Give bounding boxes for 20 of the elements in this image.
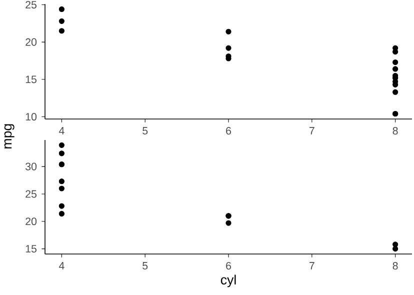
x-tick-label: 8 <box>392 262 398 270</box>
x-tick-label: 8 <box>392 127 398 135</box>
x-tick-label: 5 <box>142 127 148 134</box>
y-tick-label: 25 <box>26 190 37 198</box>
y-tick-label: 15 <box>26 76 37 84</box>
y-tick-label: 20 <box>26 218 37 226</box>
x-tick-label: 6 <box>226 262 231 270</box>
y-tick-label: 25 <box>26 0 37 9</box>
x-tick-label: 6 <box>226 127 231 135</box>
x-tick-label: 5 <box>142 262 148 270</box>
y-tick-label: 20 <box>26 38 37 46</box>
x-axis-title: cyl <box>220 274 236 288</box>
y-axis-title: mpg <box>4 124 14 148</box>
x-tick-label: 7 <box>309 262 314 270</box>
x-tick-label: 4 <box>58 262 64 270</box>
x-tick-label: 4 <box>58 127 64 134</box>
y-tick-label: 15 <box>26 245 37 253</box>
y-tick-label: 10 <box>26 112 37 121</box>
x-tick-label: 7 <box>309 127 314 134</box>
y-tick-label: 30 <box>25 162 37 170</box>
